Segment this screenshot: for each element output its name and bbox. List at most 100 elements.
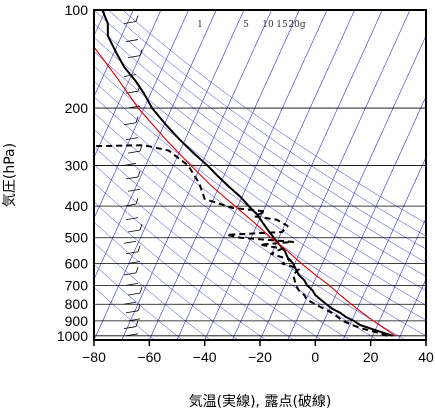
wind-barb-23 [127, 318, 141, 322]
x-axis-ticks: −80 −60 −40 −20 0 20 40 [82, 340, 434, 365]
wind-barb-12 [123, 203, 137, 207]
y-tick-label-100: 100 [65, 2, 89, 18]
x-tick-label--40: −40 [193, 349, 217, 365]
adiabat-line-6 [94, 164, 322, 340]
wind-barb-10 [125, 176, 139, 180]
wind-barb-18 [123, 272, 137, 276]
wind-barb-17 [127, 261, 141, 264]
isotherm-line-21 [342, 156, 426, 340]
wind-barb-6 [123, 122, 137, 126]
y-tick-label-1000: 1000 [57, 328, 88, 344]
y-tick-label-900: 900 [65, 313, 89, 329]
adiabat-line-10 [94, 96, 426, 337]
wind-barb-flag-6 [135, 116, 139, 123]
wind-barb-7 [125, 137, 139, 141]
wind-barb-flag-22 [137, 304, 141, 311]
adiabat-line-14 [94, 36, 426, 277]
temperature-line [101, 10, 394, 337]
wind-barb-8 [127, 150, 141, 154]
adiabat-line-8 [94, 129, 378, 340]
mixing-ratio-label-1: 5 [243, 20, 249, 30]
wind-barb-24 [123, 326, 137, 329]
x-tick-label-20: 20 [363, 349, 379, 365]
wind-barb-flag-10 [137, 170, 141, 178]
y-tick-label-400: 400 [65, 198, 89, 214]
y-tick-label-700: 700 [65, 277, 89, 293]
mixing-ratio-labels: 1 5 10 15 20g [197, 20, 306, 30]
adiabat-line-15 [94, 23, 426, 263]
wind-barb-19 [125, 282, 139, 286]
wind-barb-16 [125, 251, 139, 255]
wind-barb-flag-0 [135, 15, 139, 22]
wind-barb-2 [127, 55, 141, 59]
adiabat-line-16 [94, 10, 426, 250]
adiabat-line-11 [94, 80, 426, 321]
wind-barb-5 [127, 105, 141, 109]
wind-barbs [123, 15, 143, 337]
isotherm-line-16 [204, 10, 355, 340]
adiabat-line-9 [94, 112, 406, 340]
isotherm-line-23 [398, 278, 426, 340]
wind-barb-13 [125, 217, 139, 221]
isotherm-line-17 [232, 10, 383, 340]
x-tick-label-0: 0 [311, 349, 319, 365]
adiabat-line-3 [94, 221, 239, 340]
y-tick-label-500: 500 [65, 230, 89, 246]
adiabat-line-4 [94, 201, 267, 340]
wind-barb-flag-20 [139, 286, 143, 294]
parcel-line [94, 46, 396, 337]
y-tick-label-200: 200 [65, 100, 89, 116]
y-tick-label-300: 300 [65, 157, 89, 173]
y-tick-label-800: 800 [65, 296, 89, 312]
x-tick-label--20: −20 [248, 349, 272, 365]
x-tick-label-40: 40 [418, 349, 434, 365]
isotherm-line-9 [94, 10, 162, 159]
isotherm-line-8 [94, 10, 134, 98]
wind-barb-flag-16 [137, 245, 141, 252]
wind-barb-20 [127, 292, 141, 296]
adiabat-line-5 [94, 182, 294, 340]
wind-barb-15 [123, 240, 137, 244]
x-axis-title: 気温(実線), 露点(破線) [189, 394, 332, 410]
isotherm-line-11 [94, 10, 217, 280]
wind-barb-14 [127, 229, 141, 233]
mixing-ratio-label-4: 20g [288, 20, 305, 30]
isotherm-line-19 [287, 34, 426, 340]
x-tick-label--60: −60 [137, 349, 161, 365]
adiabat-line-18 [122, 10, 426, 224]
wind-barb-1 [125, 39, 139, 42]
wind-barb-flag-18 [135, 266, 139, 273]
adiabat-line-0 [94, 286, 155, 340]
y-axis-title: 気圧(hPa) [2, 143, 18, 207]
isotherm-line-10 [94, 10, 189, 219]
plot-frame [93, 9, 427, 341]
y-tick-label-600: 600 [65, 256, 89, 272]
isotherm-line-12 [94, 10, 245, 340]
data-series [94, 10, 396, 337]
adiabat-line-2 [94, 242, 211, 340]
wind-barb-flag-24 [135, 320, 139, 327]
wind-barb-22 [125, 310, 139, 314]
wind-barb-0 [123, 21, 137, 24]
wind-barb-flag-2 [139, 49, 143, 56]
wind-barb-9 [123, 163, 137, 166]
wind-barb-25 [125, 333, 139, 337]
adiabat-line-17 [108, 10, 426, 237]
adiabat-line-1 [94, 264, 183, 340]
dewpoint-line [94, 144, 388, 337]
isotherm-line-24 [425, 339, 426, 340]
adiabat-line-7 [94, 146, 350, 340]
isotherm-line-15 [176, 10, 328, 340]
adiabat-line-13 [94, 51, 426, 291]
mixing-ratio-label-0: 1 [197, 20, 203, 30]
mixing-ratio-label-2: 10 [262, 20, 274, 30]
wind-barb-flag-14 [139, 223, 143, 231]
mixing-ratio-label-3: 15 [276, 20, 288, 30]
wind-barb-21 [123, 301, 137, 305]
wind-barb-11 [127, 188, 141, 192]
wind-barb-flag-12 [135, 198, 139, 205]
x-tick-label--80: −80 [82, 349, 106, 365]
